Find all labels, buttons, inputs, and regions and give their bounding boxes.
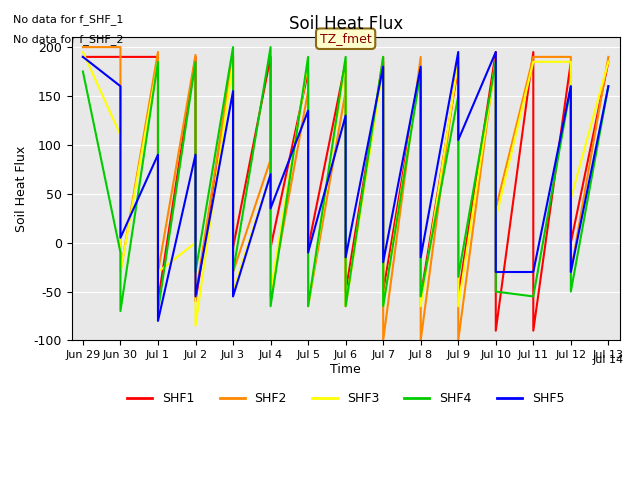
Y-axis label: Soil Heat Flux: Soil Heat Flux xyxy=(15,146,28,232)
Text: TZ_fmet: TZ_fmet xyxy=(320,32,371,45)
Title: Soil Heat Flux: Soil Heat Flux xyxy=(289,15,403,33)
X-axis label: Time: Time xyxy=(330,363,361,376)
Text: No data for f_SHF_1: No data for f_SHF_1 xyxy=(13,14,123,25)
Text: No data for f_SHF_2: No data for f_SHF_2 xyxy=(13,34,124,45)
Text: Jul 14: Jul 14 xyxy=(593,355,624,365)
Legend: SHF1, SHF2, SHF3, SHF4, SHF5: SHF1, SHF2, SHF3, SHF4, SHF5 xyxy=(122,387,569,410)
